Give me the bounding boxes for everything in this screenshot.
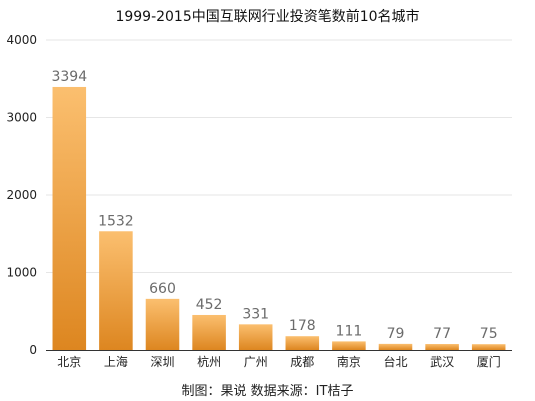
y-tick-label: 0 [29,343,37,357]
bar-10 [471,344,506,350]
bar-5 [238,324,273,350]
chart-title: 1999-2015中国互联网行业投资笔数前10名城市 [115,9,420,25]
y-tick-label: 2000 [6,188,37,202]
x-tick-label: 台北 [383,354,407,369]
bars [52,86,506,350]
bar-4 [192,314,226,350]
x-tick-label: 深圳 [150,355,174,369]
data-labels: 3394 1532 660 452 331 178 111 79 77 75 [51,69,497,342]
data-label: 75 [480,326,498,342]
data-label: 178 [289,318,316,334]
axes: 0 1000 2000 3000 4000 北京 上海 深圳 杭州 广州 成都 南京 台北 武汉 厦门 [6,33,512,369]
chart-source-note: 制图：果说 数据来源：IT桔子 [181,384,354,399]
data-label: 452 [196,297,223,313]
y-tick-label: 1000 [6,266,37,280]
x-tick-label: 广州 [244,355,268,369]
bar-3 [145,298,180,350]
data-label: 79 [387,326,405,342]
data-label: 77 [433,326,451,342]
y-tick-label: 3000 [6,111,37,125]
x-tick-label: 南京 [337,354,361,369]
x-tick-label: 厦门 [477,354,501,369]
data-label: 660 [149,281,176,297]
x-tick-label: 武汉 [430,355,454,369]
x-tick-label: 北京 [57,355,81,369]
bar-8 [378,343,413,350]
bar-9 [425,344,459,350]
bar-1 [52,86,87,350]
data-label: 111 [336,323,363,339]
data-label: 1532 [98,213,134,229]
bar-7 [332,341,366,350]
bar-6 [285,336,320,350]
x-tick-label: 上海 [104,354,128,369]
x-tick-label: 杭州 [197,354,221,369]
bar-2 [99,231,133,350]
x-tick-label: 成都 [290,355,314,369]
data-label: 331 [242,306,269,322]
data-label: 3394 [51,69,87,85]
y-tick-label: 4000 [6,33,37,47]
